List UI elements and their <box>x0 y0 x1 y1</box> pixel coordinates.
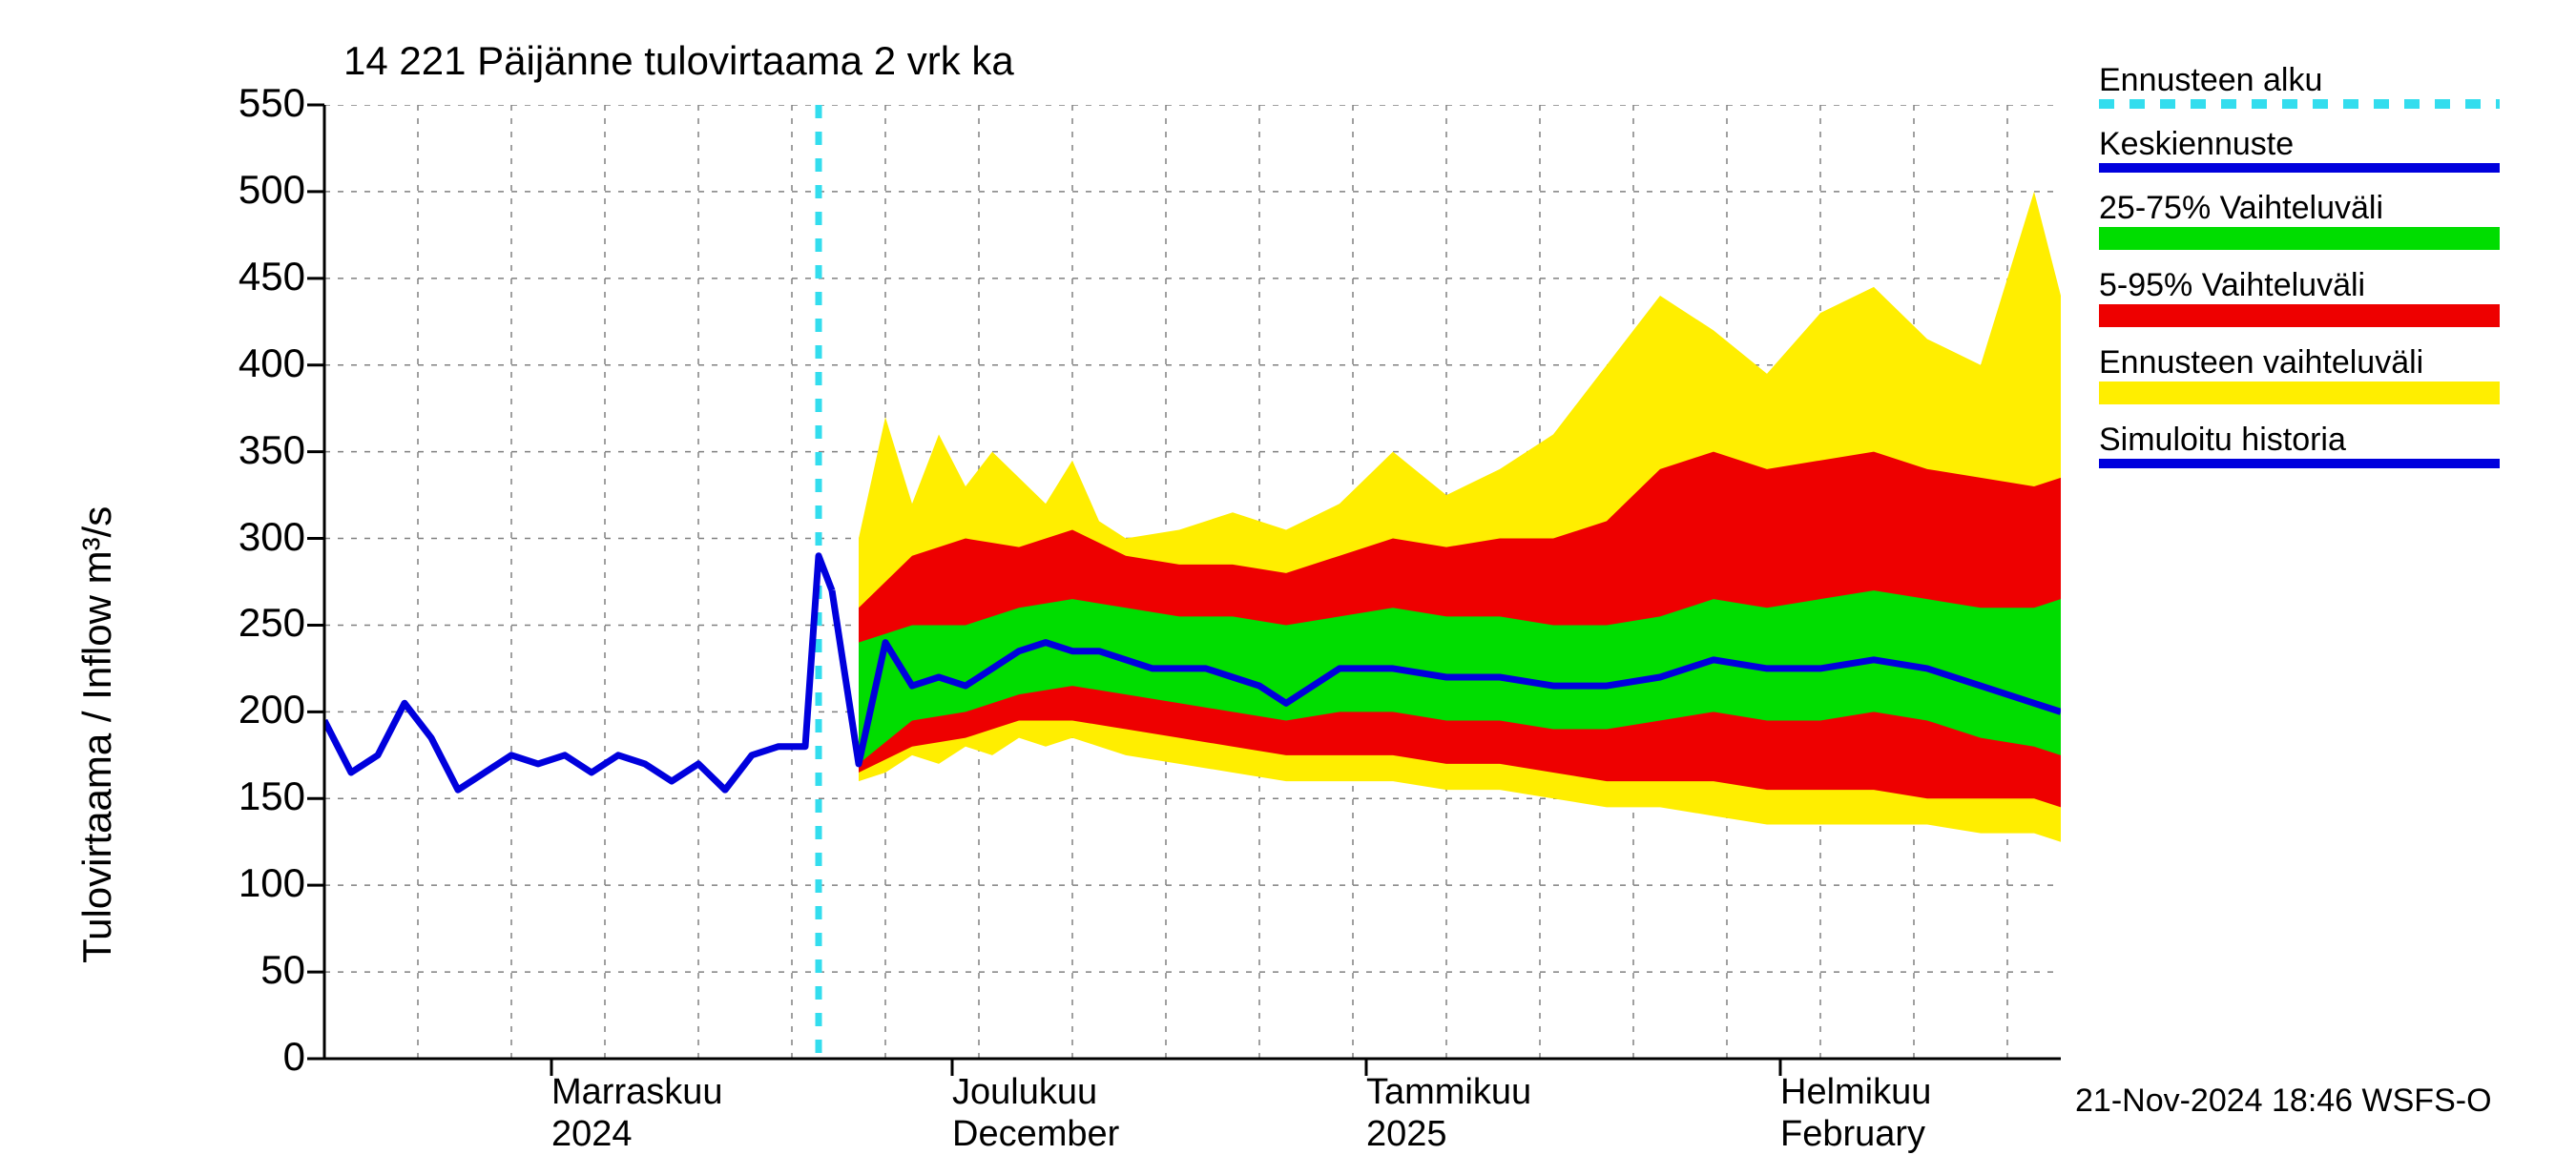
legend-swatch <box>2099 99 2500 109</box>
legend-swatch <box>2099 227 2500 250</box>
x-tick-label-top: Tammikuu <box>1366 1072 1531 1113</box>
legend-swatch <box>2099 459 2500 468</box>
legend-label: Keskiennuste <box>2099 126 2500 163</box>
legend: Ennusteen alku Keskiennuste 25-75% Vaihtel… <box>2099 62 2500 485</box>
legend-label: 5-95% Vaihteluväli <box>2099 267 2500 304</box>
legend-label: 25-75% Vaihteluväli <box>2099 190 2500 227</box>
x-tick-label-top: Marraskuu <box>551 1072 723 1113</box>
legend-swatch <box>2099 163 2500 173</box>
chart-container: 14 221 Päijänne tulovirtaama 2 vrk ka Tu… <box>0 0 2576 1145</box>
legend-label: Ennusteen alku <box>2099 62 2500 99</box>
legend-swatch <box>2099 304 2500 327</box>
legend-swatch <box>2099 382 2500 404</box>
x-tick-label-top: Helmikuu <box>1780 1072 1931 1113</box>
legend-item: Ennusteen alku <box>2099 62 2500 109</box>
x-tick-label-bottom: 2025 <box>1366 1114 1447 1155</box>
x-tick-label-bottom: February <box>1780 1114 1925 1155</box>
x-tick-label-bottom: December <box>952 1114 1119 1155</box>
legend-item: Keskiennuste <box>2099 126 2500 173</box>
legend-item: 25-75% Vaihteluväli <box>2099 190 2500 250</box>
legend-item: Ennusteen vaihteluväli <box>2099 344 2500 404</box>
timestamp-label: 21-Nov-2024 18:46 WSFS-O <box>2075 1083 2492 1120</box>
x-tick-label-bottom: 2024 <box>551 1114 633 1155</box>
x-tick-label-top: Joulukuu <box>952 1072 1097 1113</box>
legend-item: Simuloitu historia <box>2099 422 2500 468</box>
legend-item: 5-95% Vaihteluväli <box>2099 267 2500 327</box>
legend-label: Ennusteen vaihteluväli <box>2099 344 2500 382</box>
legend-label: Simuloitu historia <box>2099 422 2500 459</box>
